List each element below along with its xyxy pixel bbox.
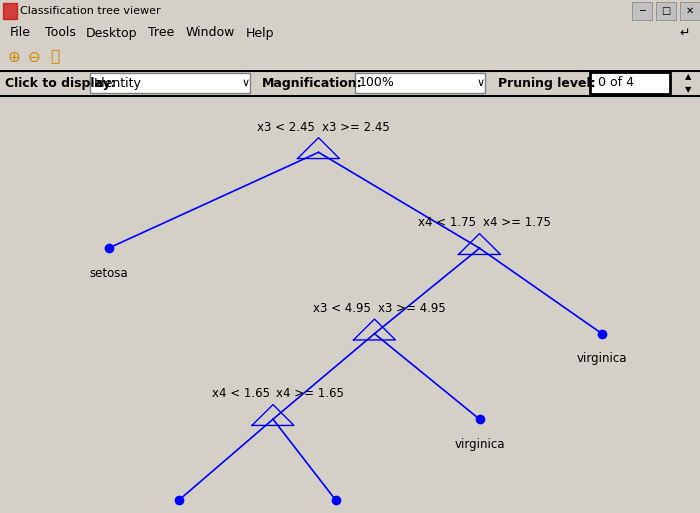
Text: □: □ [662, 6, 671, 16]
Text: ▼: ▼ [685, 85, 692, 94]
Text: 100%: 100% [359, 76, 395, 89]
Text: Help: Help [246, 27, 274, 40]
Text: setosa: setosa [89, 267, 128, 280]
Bar [90, 73, 250, 93]
Text: ⊖: ⊖ [28, 49, 41, 65]
Text: ─: ─ [639, 6, 645, 16]
Text: virginica: virginica [577, 352, 627, 365]
Text: 0 of 4: 0 of 4 [598, 76, 634, 89]
Text: Click to display:: Click to display: [5, 76, 116, 89]
Text: x4 < 1.65: x4 < 1.65 [211, 387, 270, 401]
Text: x4 >= 1.75: x4 >= 1.75 [483, 216, 551, 229]
Text: x3 >= 4.95: x3 >= 4.95 [378, 302, 446, 315]
Text: ▲: ▲ [685, 72, 692, 81]
Text: ∨: ∨ [477, 78, 485, 88]
Bar [590, 72, 670, 94]
Text: x3 >= 2.45: x3 >= 2.45 [322, 121, 390, 133]
Text: x3 < 4.95: x3 < 4.95 [313, 302, 371, 315]
Text: Tree: Tree [148, 27, 174, 40]
Bar [355, 73, 485, 93]
Text: ✋: ✋ [50, 49, 59, 65]
Text: Pruning level:: Pruning level: [498, 76, 596, 89]
Text: x4 < 1.75: x4 < 1.75 [418, 216, 476, 229]
Text: Classification tree viewer: Classification tree viewer [20, 6, 160, 16]
Text: ∨: ∨ [242, 78, 250, 88]
Text: File: File [10, 27, 31, 40]
Text: Window: Window [186, 27, 235, 40]
Text: Desktop: Desktop [86, 27, 137, 40]
Text: ⊕: ⊕ [8, 49, 21, 65]
Text: ✕: ✕ [686, 6, 694, 16]
Text: Tools: Tools [45, 27, 76, 40]
Text: x3 < 2.45: x3 < 2.45 [257, 121, 315, 133]
Text: Identity: Identity [94, 76, 142, 89]
Text: virginica: virginica [454, 438, 505, 451]
Text: x4 >= 1.65: x4 >= 1.65 [276, 387, 344, 401]
Text: Magnification:: Magnification: [262, 76, 363, 89]
Text: ↵: ↵ [680, 27, 690, 40]
